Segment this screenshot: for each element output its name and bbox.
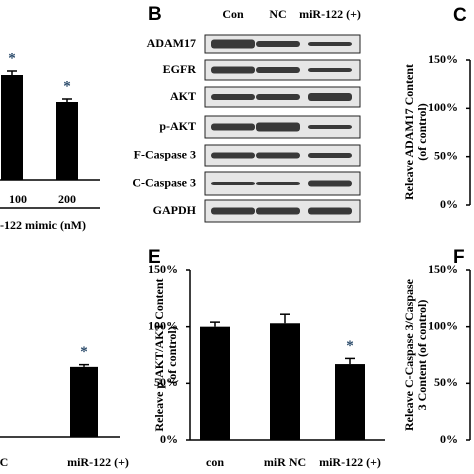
row-label: p-AKT [159, 119, 196, 133]
blot-band [256, 207, 300, 215]
bar [200, 326, 230, 440]
blot-band [256, 122, 300, 132]
y-tick-label: 100% [428, 100, 458, 114]
bar [70, 366, 98, 437]
blot-band [211, 123, 255, 131]
x-tick-label: 100 [9, 192, 27, 206]
blot-band [308, 42, 352, 46]
y-axis-label: (of control) [415, 103, 429, 160]
column-header: Con [222, 7, 244, 21]
column-header: miR-122 (+) [299, 7, 361, 21]
blot-band [308, 93, 352, 101]
column-header: NC [269, 7, 286, 21]
y-tick-label: 50% [434, 148, 458, 162]
row-label: GAPDH [153, 203, 197, 217]
bar [1, 75, 23, 180]
y-tick-label: 100% [428, 318, 458, 332]
bar [270, 323, 300, 440]
x-tick-label: 200 [58, 192, 76, 206]
bar [56, 102, 78, 180]
row-label: EGFR [163, 62, 197, 76]
blot-band [211, 152, 255, 159]
y-axis-label: Releave p-AKT/AKT Content [152, 278, 166, 431]
y-tick-label: 150% [148, 262, 178, 276]
row-label: ADAM17 [147, 36, 196, 50]
y-tick-label: 150% [428, 52, 458, 66]
panel-letter: E [148, 247, 161, 268]
significance: * [346, 338, 354, 354]
blot-band [308, 68, 352, 72]
panel-letter: F [453, 247, 465, 268]
x-tick-label: miR-122 (+) [319, 455, 381, 469]
x-tick-label: miR NC [264, 455, 306, 469]
x-tick-label: miR-122 (+) [67, 455, 129, 469]
blot-band [256, 41, 300, 47]
y-axis-label: Releave ADAM17 Content [402, 64, 416, 200]
y-tick-label: 0% [160, 432, 178, 446]
y-tick-label: 0% [440, 432, 458, 446]
blot-band [256, 152, 300, 159]
significance: * [63, 78, 71, 94]
x-tick-label: con [206, 455, 224, 469]
row-label: C-Caspase 3 [132, 175, 196, 189]
y-tick-label: 100% [148, 318, 178, 332]
significance: * [80, 344, 88, 360]
blot-band [256, 182, 300, 185]
panel-letter: C [453, 5, 467, 26]
blot-band [211, 207, 255, 215]
blot-band [211, 66, 255, 74]
blot-band [256, 94, 300, 100]
y-tick-label: 50% [434, 375, 458, 389]
blot-band [211, 39, 255, 49]
panel-letter: B [148, 4, 162, 25]
blot-band [308, 125, 352, 129]
blot-band [211, 182, 255, 185]
significance: * [8, 50, 16, 66]
y-axis-label: 3 Content (of control) [415, 300, 429, 411]
bar [335, 364, 365, 440]
blot-band [256, 67, 300, 73]
blot-band [308, 153, 352, 158]
blot-band [211, 94, 255, 100]
y-tick-label: 50% [154, 375, 178, 389]
x-axis-label: -122 mimic (nM) [0, 218, 86, 232]
row-label: F-Caspase 3 [134, 147, 196, 161]
x-tick-label: C [0, 455, 8, 469]
blot-band [308, 180, 352, 187]
y-tick-label: 150% [428, 262, 458, 276]
blot-band [308, 207, 352, 215]
y-tick-label: 0% [440, 197, 458, 211]
y-axis-label: Releave C-Caspase 3/Caspase [402, 278, 416, 431]
y-axis-label: (of control) [165, 326, 179, 383]
row-label: AKT [170, 89, 196, 103]
